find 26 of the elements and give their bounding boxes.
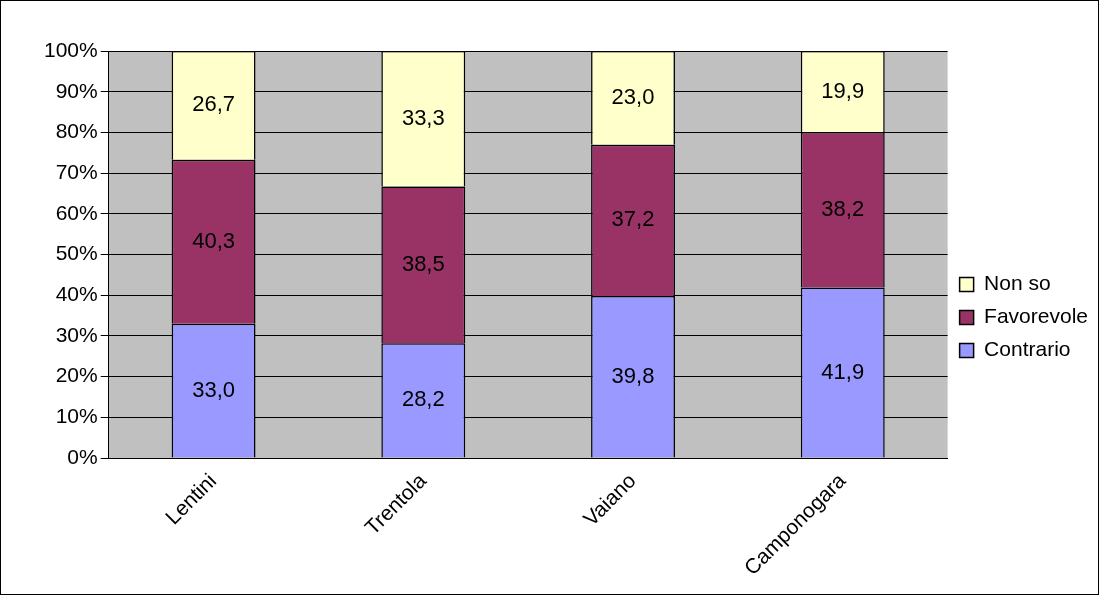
y-tick-label: 100%: [43, 37, 98, 61]
legend-label: Contrario: [984, 337, 1071, 361]
data-label: 40,3: [192, 227, 235, 253]
y-tick-label: 30%: [55, 322, 98, 346]
y-tick-label: 10%: [55, 404, 98, 428]
data-label: 41,9: [821, 358, 865, 384]
y-tick-label: 40%: [55, 282, 98, 306]
data-label: 26,7: [192, 91, 235, 117]
y-tick-label: 90%: [55, 78, 98, 102]
data-label: 19,9: [821, 77, 865, 103]
data-label: 38,2: [821, 195, 865, 221]
data-label: 23,0: [611, 83, 655, 109]
y-tick-label: 80%: [55, 119, 98, 143]
data-label: 39,8: [611, 362, 655, 388]
data-label: 28,2: [401, 386, 445, 412]
y-tick-label: 70%: [55, 159, 98, 183]
data-label: 38,5: [401, 250, 445, 276]
legend-label: Favorevole: [984, 304, 1089, 328]
y-tick-label: 20%: [55, 363, 98, 387]
y-tick-label: 50%: [55, 241, 98, 265]
legend-label: Non so: [984, 271, 1051, 295]
data-label: 33,3: [401, 104, 445, 130]
data-label: 37,2: [611, 206, 655, 232]
y-tick-label: 0%: [67, 444, 98, 468]
y-tick-label: 60%: [55, 200, 98, 224]
data-label: 33,0: [192, 376, 235, 402]
